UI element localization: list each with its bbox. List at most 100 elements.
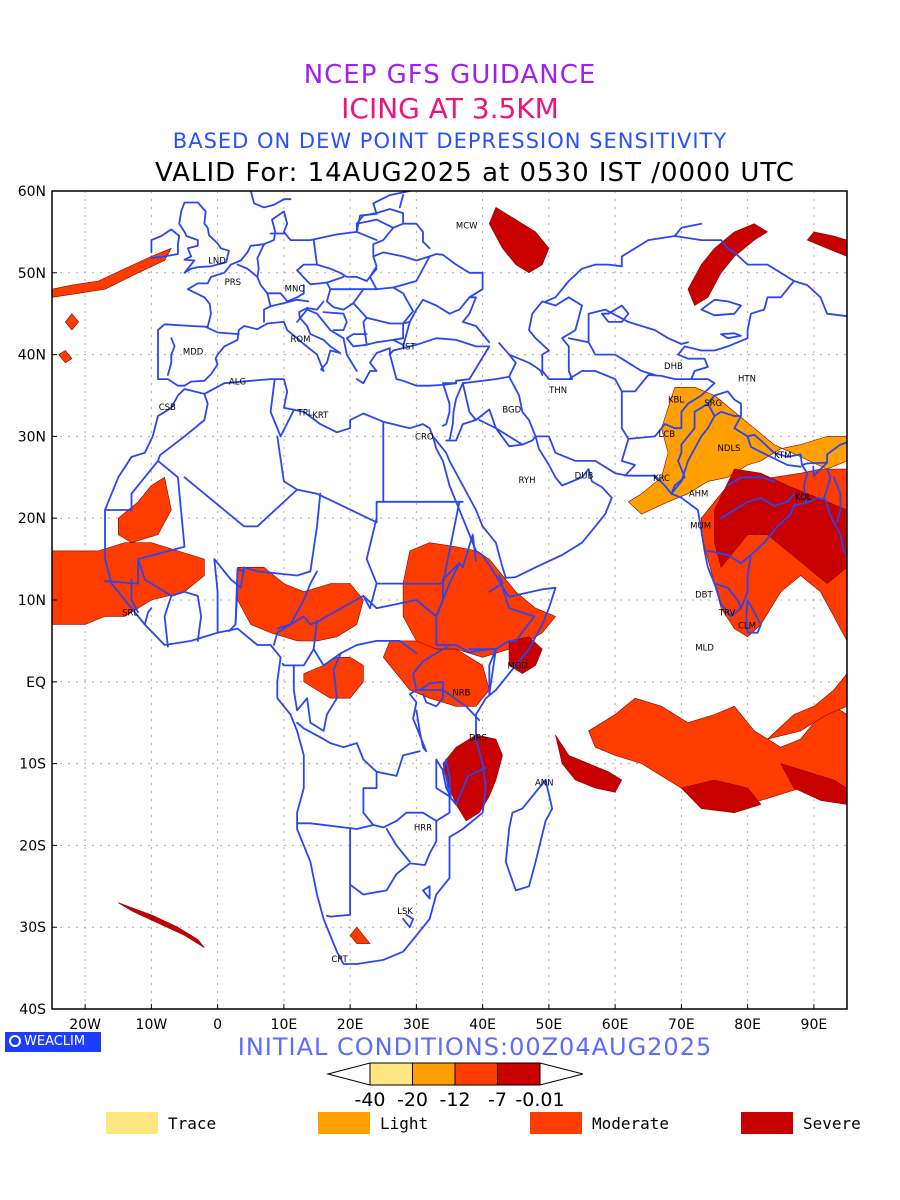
icing-area-moderate [118, 476, 172, 544]
coastline [104, 378, 557, 965]
country-border [822, 468, 832, 502]
icing-area-moderate [767, 673, 847, 740]
country-border [677, 280, 847, 381]
legend-swatch-trace [106, 1112, 158, 1134]
coastline [59, 150, 72, 158]
country-border [362, 770, 438, 829]
legend-swatch-moderate [530, 1112, 582, 1134]
colorbar-tick-label: -0.01 [515, 1089, 564, 1111]
country-border [435, 533, 477, 646]
icing-area-severe [488, 207, 550, 274]
country-border [567, 337, 656, 376]
lat-tick-label: 40S [19, 1002, 46, 1018]
country-border [445, 419, 477, 442]
city-label-ahm: AHM [689, 490, 709, 500]
country-border [365, 337, 405, 346]
lat-tick-label: 20N [18, 511, 46, 527]
country-border [355, 218, 395, 242]
country-border [281, 648, 315, 667]
country-border [345, 316, 368, 348]
country-border [130, 578, 140, 614]
country-border [325, 275, 345, 284]
country-border [468, 586, 536, 650]
lon-tick-label: 90E [801, 1017, 828, 1033]
country-border [104, 459, 186, 585]
weaclim-logo: WEACLIM [5, 1032, 101, 1052]
legend-swatch-light [318, 1112, 370, 1134]
coastlines-and-borders [59, 150, 847, 965]
colorbar-box [412, 1062, 456, 1086]
icing-area-severe [714, 468, 847, 584]
country-border [234, 568, 246, 626]
country-border [713, 410, 742, 417]
city-label-csb: CSB [159, 403, 176, 413]
country-border [296, 263, 318, 272]
lat-tick-label: 60N [18, 184, 46, 200]
icing-field [52, 207, 847, 948]
icing-area-moderate [349, 926, 371, 944]
initial-conditions: INITIAL CONDITIONS:00Z04AUG2025 [237, 1033, 713, 1061]
colorbar: -40 -20 -12 -7 -0.01 [326, 1062, 584, 1111]
city-label-krc: KRC [653, 474, 670, 484]
icing-area-severe [555, 734, 623, 793]
country-border [325, 828, 352, 918]
icing-area-moderate [58, 350, 73, 364]
country-border [544, 235, 795, 303]
coastline [601, 304, 630, 323]
city-label-ann: ANN [535, 778, 554, 788]
lon-tick-label: 10W [136, 1017, 168, 1033]
coastline [266, 307, 342, 372]
city-label-htn: HTN [738, 374, 756, 384]
icing-area-moderate [52, 248, 172, 298]
country-border [402, 914, 415, 929]
colorbar-right-arrow [539, 1062, 584, 1086]
country-border [256, 275, 272, 323]
colorbar-box [369, 1062, 413, 1086]
coastline [402, 296, 491, 348]
country-border [236, 263, 259, 278]
city-label-lnd: LND [208, 257, 226, 267]
country-border [720, 492, 795, 520]
colorbar-tick-label: -7 [488, 1089, 507, 1111]
country-border [488, 574, 504, 593]
lat-tick-label: 10S [19, 757, 46, 773]
lat-tick-label: 50N [18, 266, 46, 282]
coastline [157, 191, 411, 332]
country-border [408, 689, 481, 722]
city-label-ktm: KTM [774, 451, 791, 461]
country-border [707, 550, 752, 565]
coastline [431, 435, 847, 618]
city-label-cpt: CPT [331, 955, 348, 965]
icing-area-severe [442, 734, 503, 822]
city-label-thn: THN [548, 386, 567, 396]
country-border [312, 239, 378, 282]
city-label-hrr: HRR [414, 823, 432, 833]
colorbar-tick-label: -40 [354, 1089, 385, 1111]
country-border [812, 461, 828, 477]
city-label-bgd: BGD [502, 405, 521, 415]
icing-area-severe [118, 902, 205, 948]
country-border [832, 476, 842, 524]
city-label-mld: MLD [695, 643, 714, 653]
city-label-trv: TRV [718, 608, 736, 618]
country-border [296, 822, 375, 830]
coastline [249, 191, 292, 209]
country-border [325, 288, 355, 311]
icing-area-moderate [382, 640, 490, 707]
lat-tick-label: EQ [26, 675, 46, 691]
lat-tick-label: 30N [18, 429, 46, 445]
icing-area-severe [681, 779, 762, 814]
country-border [306, 300, 325, 311]
country-border [508, 375, 537, 438]
colorbar-left-arrow [326, 1062, 371, 1086]
country-border [385, 828, 411, 863]
legend-label-trace: Trace [168, 1114, 217, 1133]
colorbar-tick-label: -20 [397, 1089, 428, 1111]
country-border [292, 652, 342, 732]
city-label-lcb: LCB [659, 430, 676, 440]
lon-tick-label: 20W [69, 1017, 101, 1033]
lon-tick-label: 10E [271, 1017, 298, 1033]
coastline [504, 779, 554, 892]
country-border [296, 721, 421, 777]
lat-tick-label: 40N [18, 348, 46, 364]
